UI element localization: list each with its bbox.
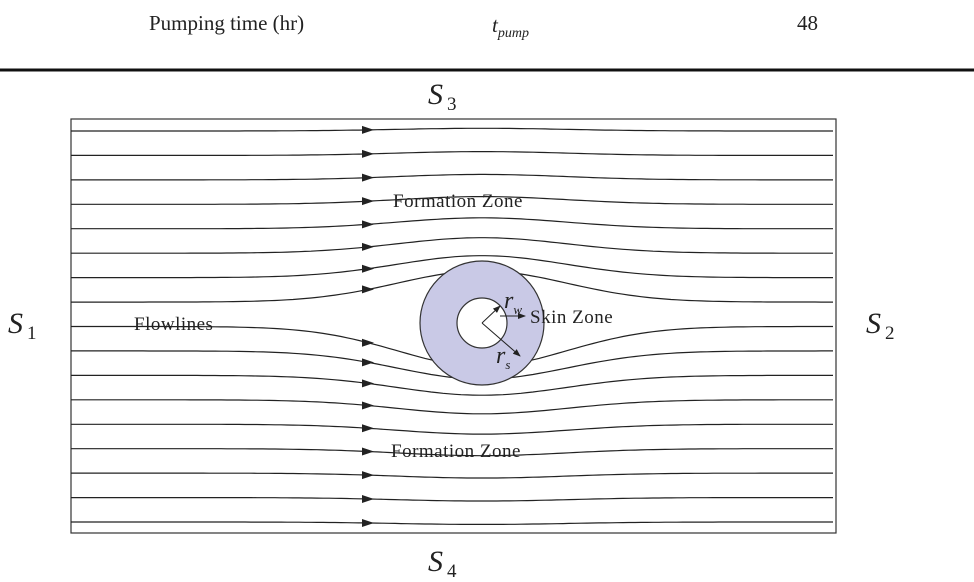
row-label: Pumping time (hr) — [149, 11, 304, 35]
flow-arrow — [362, 358, 374, 366]
s: S — [8, 307, 23, 340]
flowline — [71, 498, 833, 501]
formation-label: Formation Zone — [393, 191, 523, 212]
s-sub: 2 — [885, 323, 895, 344]
flow-arrow — [362, 519, 374, 527]
flow-arrow — [362, 339, 374, 347]
flowline — [71, 375, 833, 395]
page: {"table": {"rows": [{"label": "Pumping t… — [0, 0, 974, 582]
flow-arrow — [362, 220, 374, 228]
table-row: Pumping time (hr) tpump 48 — [0, 11, 974, 70]
s-sub: 3 — [447, 94, 457, 115]
formation-label: Formation Zone — [391, 441, 521, 462]
flow-arrow — [362, 174, 374, 182]
flowline — [71, 174, 833, 180]
flowline — [71, 238, 833, 254]
row-symbol: tpump — [492, 13, 529, 41]
s-sub: 1 — [27, 323, 37, 344]
flow-arrow — [362, 495, 374, 503]
flow-arrow — [362, 243, 374, 251]
s: S — [866, 307, 881, 340]
flow-arrow — [362, 197, 374, 205]
flow-arrow — [362, 265, 374, 273]
flow-arrow — [362, 150, 374, 158]
flowline — [71, 152, 833, 156]
flowline — [71, 218, 833, 229]
flowline — [71, 400, 833, 414]
s: S — [428, 78, 443, 111]
s: S — [428, 545, 443, 578]
flow-arrow — [362, 471, 374, 479]
flowline — [71, 424, 833, 434]
s-sub: 4 — [447, 561, 457, 582]
row-value: 48 — [797, 11, 818, 35]
r-sub: w — [513, 302, 522, 317]
flowline — [71, 128, 833, 131]
symbol-sub: pump — [497, 26, 529, 41]
flow-arrow — [362, 401, 374, 409]
flow-arrow — [362, 285, 374, 293]
flowline — [71, 522, 833, 524]
flowlines-label: Flowlines — [134, 314, 213, 335]
flow-arrow — [362, 424, 374, 432]
r-sub: s — [505, 357, 510, 372]
flow-arrow — [362, 126, 374, 134]
flow-arrow — [362, 448, 374, 456]
figure: Pumping time (hr) tpump 48 Formation Zon… — [0, 0, 974, 582]
skin-label: Skin Zone — [530, 307, 613, 328]
flow-arrow — [362, 379, 374, 387]
flowline — [71, 473, 833, 478]
